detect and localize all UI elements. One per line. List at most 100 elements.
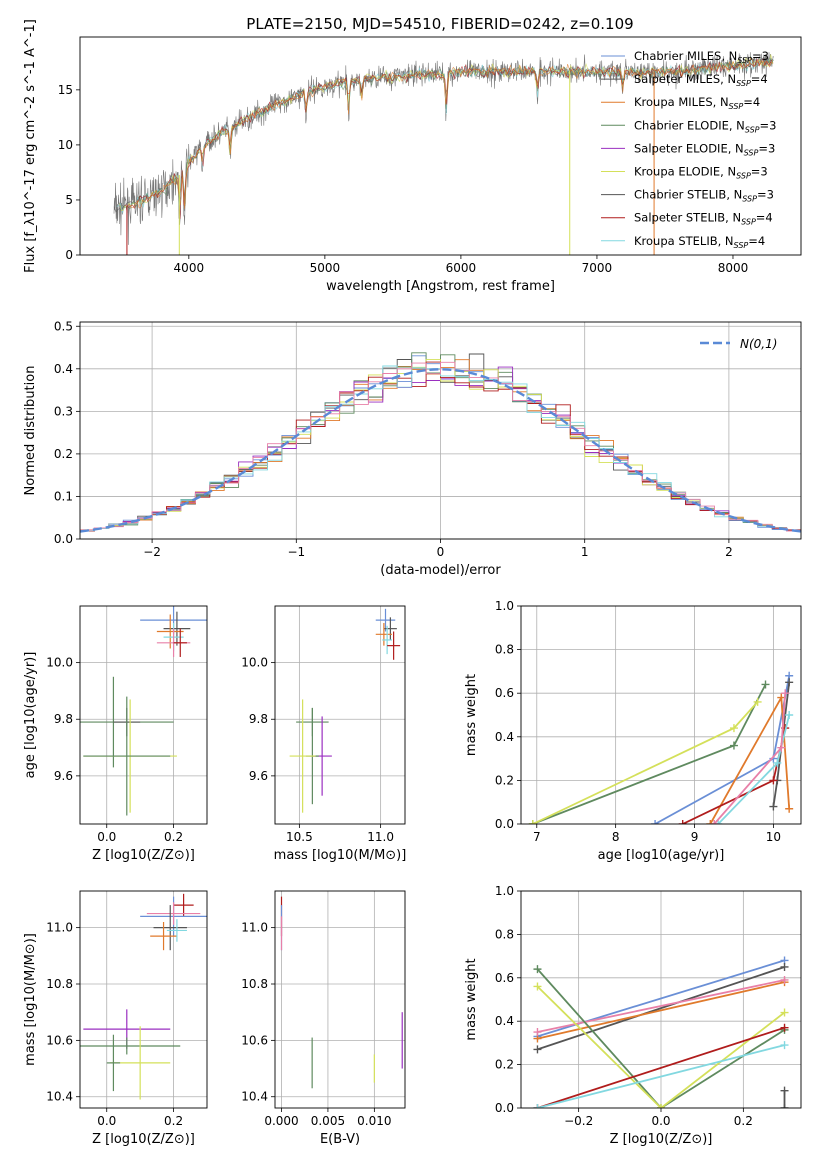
x-tick-label: 6000 [446, 261, 477, 275]
axes-frame [520, 605, 802, 825]
axes-frame [520, 890, 802, 1109]
histogram-series [80, 361, 801, 532]
y-tick-label: 0.6 [495, 686, 514, 700]
x-axis-label: mass [log10(M/M⊙)] [274, 848, 407, 863]
errorbar-point [387, 631, 401, 660]
x-tick-label: −2 [143, 545, 161, 559]
weight-marker [729, 724, 738, 733]
x-tick-label: −1 [287, 545, 305, 559]
x-tick-label: 0.2 [734, 1114, 753, 1128]
y-tick-label: 5 [65, 193, 73, 207]
y-axis-label: age [log10(age/yr)] [23, 652, 38, 779]
age_vs_Z-axes: 0.0 0.2 9.6 9.8 10.0 Z [log10(Z/Z⊙)] age [log1… [23, 606, 207, 863]
y-axis-label: mass [log10(M/M⊙)] [23, 933, 38, 1066]
weight-line [537, 966, 785, 1051]
weight-marker [780, 1041, 789, 1050]
axes-frame [274, 890, 406, 1109]
y-tick-label: 0.5 [54, 319, 73, 333]
weight-marker [678, 820, 687, 824]
x-tick-label: 1 [581, 545, 589, 559]
x-tick-label: 0.0 [651, 1114, 670, 1128]
errorbar-point [166, 919, 187, 942]
y-tick-label: 0.8 [495, 643, 514, 657]
y-tick-label: 10.6 [46, 1033, 73, 1047]
y-tick-label: 0.8 [495, 927, 514, 941]
y-tick-label: 10.8 [241, 977, 268, 991]
weight-marker [780, 975, 789, 984]
x-axis-label: (data-model)/error [380, 563, 501, 578]
spectrum-axes: 4000 5000 6000 7000 8000 0 5 10 15 wavelength [An… [23, 19, 748, 294]
weight-marker [769, 776, 778, 785]
x-tick-label: 5000 [310, 261, 341, 275]
weight-marker [761, 680, 770, 689]
x-tick-label: 0.010 [357, 1114, 391, 1128]
y-tick-label: 0.2 [495, 1058, 514, 1072]
weight_vs_age-series [528, 671, 794, 824]
weight-line [537, 981, 785, 1040]
weight-marker [753, 697, 762, 706]
weight-marker [533, 965, 542, 974]
x-tick-label: 4000 [174, 261, 205, 275]
weight_vs_age-axes: 7 8 9 10 0.0 0.2 0.4 0.6 0.8 1.0 age [log10(age/yr… [464, 599, 801, 863]
x-tick-label: 0.0 [97, 1114, 116, 1128]
x-tick-label: 0.0 [97, 830, 116, 844]
weight-marker [769, 802, 778, 811]
y-tick-label: 0.0 [495, 817, 514, 831]
y-tick-label: 9.6 [249, 769, 268, 783]
spectrum-model-line [124, 57, 773, 219]
spectrum-lines [113, 52, 774, 255]
x-tick-label: 0.2 [164, 830, 183, 844]
legend-label: Kroupa ELODIE, NSSP=3 [634, 165, 768, 181]
weight-line [537, 1026, 785, 1108]
legend-label: N(0,1) [740, 337, 777, 351]
x-tick-label: −0.2 [564, 1114, 593, 1128]
weight-marker [785, 711, 794, 719]
weight-marker [777, 743, 786, 752]
weight-line [536, 985, 786, 1108]
mass_vs_EBV-points [280, 896, 403, 1089]
errorbar-point [173, 628, 187, 657]
weight-line [537, 979, 785, 1033]
y-tick-label: 10.8 [46, 977, 73, 991]
y-tick-label: 0.6 [495, 971, 514, 985]
axes-frame [79, 605, 208, 825]
x-axis-label: age [log10(age/yr)] [598, 848, 725, 863]
errorbar-point [289, 699, 316, 813]
weight-marker [533, 982, 542, 991]
y-axis-label: Flux [f_λ10^-17 erg cm^-2 s^-1 A^-1] [23, 19, 38, 273]
y-axis-label: mass weight [464, 958, 479, 1040]
x-tick-label: 2 [725, 545, 733, 559]
axes-frame [79, 890, 208, 1109]
errorbar-point [375, 608, 396, 632]
weight-marker [777, 693, 786, 702]
errorbar-point [146, 902, 201, 925]
y-tick-label: 10.0 [241, 656, 268, 670]
normal-curve [80, 368, 801, 533]
legend-label: Kroupa MILES, NSSP=4 [634, 95, 760, 111]
y-tick-label: 9.8 [54, 712, 73, 726]
weight-marker [781, 689, 790, 698]
y-axis-label: Normed distribution [23, 366, 38, 496]
weight-marker [533, 1045, 542, 1054]
y-tick-label: 0.2 [495, 773, 514, 787]
mass_vs_EBV-axes: 0.000 0.005 0.010 10.4 10.6 10.8 11.0 E(B-V) [241, 891, 405, 1147]
weight-marker [785, 804, 794, 813]
errorbar-point [163, 611, 191, 646]
y-tick-label: 0.4 [495, 1014, 514, 1028]
errorbar-point [106, 1034, 121, 1092]
x-tick-label: 0 [437, 545, 445, 559]
weight-marker [714, 820, 723, 824]
weight-marker [706, 820, 715, 824]
residuals-legend: N(0,1) [700, 337, 777, 351]
y-tick-label: 9.6 [54, 769, 73, 783]
spectrum-model-line [127, 57, 774, 209]
y-axis-label: mass weight [464, 674, 479, 756]
errorbar-point [173, 893, 194, 917]
legend-label: Chabrier MILES, NSSP=3 [634, 49, 769, 65]
weight-line [532, 701, 759, 824]
legend-label: Salpeter STELIB, NSSP=4 [634, 211, 773, 227]
y-tick-label: 0.2 [54, 447, 73, 461]
x-axis-label: Z [log10(Z/Z⊙)] [610, 1132, 713, 1147]
legend-label: Chabrier STELIB, NSSP=3 [634, 188, 774, 204]
weight-line [537, 1044, 785, 1108]
